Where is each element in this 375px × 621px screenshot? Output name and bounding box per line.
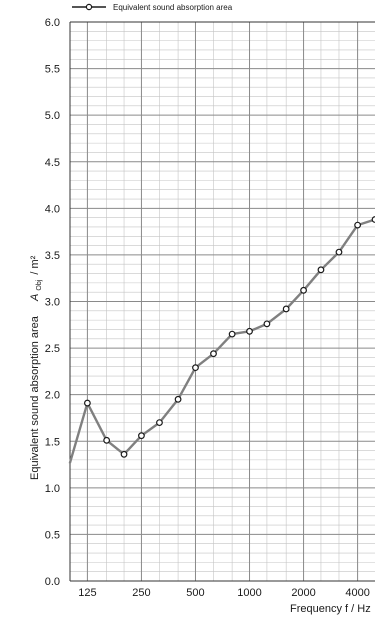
data-point (246, 327, 253, 335)
x-tick-label: 250 (132, 587, 150, 599)
legend-label: Equivalent sound absorption area (113, 3, 233, 12)
y-axis-subscript: Obj (36, 279, 43, 290)
data-point (138, 432, 145, 440)
y-tick-label: 5.0 (45, 110, 60, 122)
data-point (120, 450, 128, 458)
data-point (263, 320, 271, 328)
data-point (354, 221, 362, 229)
data-point (335, 248, 343, 256)
y-tick-label: 2.0 (45, 390, 60, 402)
x-tick-labels: 125 250 500 1000 2000 4000 (78, 587, 370, 599)
legend-marker-swatch (85, 3, 93, 11)
data-point (371, 216, 375, 223)
x-tick-label: 125 (78, 587, 96, 599)
y-axis-unit: / m² (29, 255, 41, 274)
y-axis-symbol: A (29, 294, 41, 302)
y-axis-label: Equivalent sound absorption area (29, 315, 41, 480)
y-tick-label: 2.5 (45, 343, 60, 355)
y-tick-label: 3.5 (45, 250, 60, 262)
data-point (317, 266, 325, 274)
data-point (103, 436, 111, 444)
y-tick-label: 0.5 (45, 529, 60, 541)
data-point (228, 330, 236, 338)
plot-border (69, 21, 375, 582)
data-point (210, 350, 217, 358)
data-point (282, 305, 290, 313)
y-axis-title: Equivalent sound absorption area A Obj /… (29, 255, 44, 480)
data-point (300, 286, 307, 294)
x-axis-title: Frequency f / Hz (290, 603, 371, 615)
x-tick-label: 4000 (345, 587, 369, 599)
series-layer (68, 216, 375, 464)
x-tick-label: 500 (186, 587, 204, 599)
x-tick-label: 2000 (291, 587, 315, 599)
x-tick-label: 1000 (237, 587, 261, 599)
y-tick-label: 6.0 (45, 17, 60, 29)
y-tick-label: 4.5 (45, 157, 60, 169)
y-tick-labels: 0.0 0.5 1.0 1.5 2.0 2.5 3.0 3.5 4.0 4.5 5.0 5.5 6.0 (45, 17, 60, 588)
data-point (192, 364, 199, 372)
y-tick-label: 1.5 (45, 436, 60, 448)
y-tick-label: 4.0 (45, 203, 60, 215)
y-tick-label: 0.0 (45, 576, 60, 588)
y-tick-label: 3.0 (45, 297, 60, 309)
series-line (68, 218, 375, 464)
y-tick-label: 1.0 (45, 483, 60, 495)
data-point (156, 419, 163, 427)
legend: Equivalent sound absorption area (72, 3, 233, 12)
y-tick-label: 5.5 (45, 64, 60, 76)
data-point (83, 399, 91, 407)
data-point (174, 395, 182, 403)
